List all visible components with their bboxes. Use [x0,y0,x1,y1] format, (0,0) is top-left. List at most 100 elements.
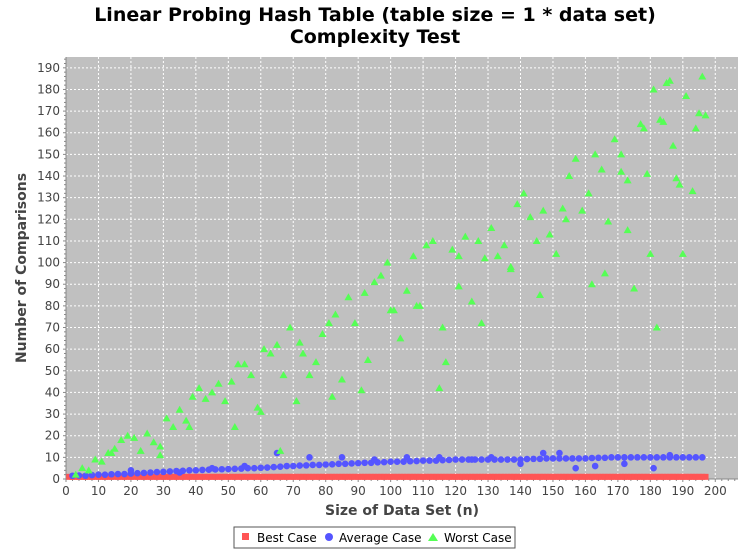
average-case-point [241,462,248,470]
average-case-point [582,455,589,462]
average-case-point [419,457,427,464]
worst-case-point [311,358,320,366]
best-case-point [342,473,349,480]
worst-case-point [571,154,580,162]
average-case-point [147,469,154,476]
best-case-point [403,473,410,480]
best-case-point [140,473,147,480]
average-case-point [575,455,583,462]
best-case-point [345,473,352,480]
best-case-point [251,473,258,480]
best-case-point [235,473,242,480]
average-case-point [666,451,674,459]
best-case-point [244,473,251,480]
worst-case-point [221,397,230,405]
best-case-point [410,473,417,480]
worst-case-point [428,236,437,244]
worst-case-point [156,451,165,459]
best-case-point [238,473,245,480]
best-case-point [329,473,336,480]
average-case-point [283,462,291,470]
best-case-point [442,473,449,480]
worst-case-point [630,284,639,292]
best-case-point [192,473,199,480]
best-case-point [572,473,579,480]
best-case-point [683,473,690,480]
best-case-point [455,473,462,480]
worst-case-point [675,180,684,188]
x-tick-label: 40 [188,484,203,498]
best-case-point [407,473,414,480]
best-case-point [134,473,141,480]
average-case-point [114,470,122,478]
x-axis-label: Size of Data Set (n) [325,503,479,519]
best-case-point [400,473,407,480]
best-case-point [679,473,686,480]
worst-case-point [695,109,704,117]
y-tick-label: 40 [45,385,60,399]
best-case-point [131,473,138,480]
worst-case-point [610,135,619,143]
best-case-point [267,473,274,480]
best-case-point [202,473,209,480]
best-case-point [124,473,131,480]
worst-case-point [487,223,496,231]
best-case-point [306,473,313,480]
best-case-point [611,473,618,480]
best-case-point [312,473,319,480]
average-case-point [523,455,531,463]
y-tick-label: 190 [37,61,60,75]
best-case-point [501,473,508,480]
worst-case-point [587,280,596,288]
worst-case-point [266,349,275,357]
average-case-point [176,469,183,476]
average-case-point [270,463,278,471]
average-case-point [225,465,232,473]
best-case-point [144,473,151,480]
best-case-point [485,473,492,480]
worst-case-point [234,360,243,368]
best-case-point [433,473,440,480]
best-case-point [228,473,235,480]
x-tick-label: 190 [671,484,694,498]
worst-case-point [318,330,327,338]
worst-case-point [97,457,106,465]
worst-case-point [552,249,561,257]
best-case-point [153,473,160,480]
best-case-point [225,473,232,480]
best-case-point [222,473,229,480]
best-case-point [507,473,514,480]
x-tick-label: 70 [286,484,301,498]
best-case-point [653,473,660,480]
worst-case-point [669,141,678,149]
best-case-point [157,473,164,480]
average-case-point [371,456,378,463]
best-case-point [696,473,703,480]
worst-case-point [344,293,353,301]
y-tick-label: 10 [45,450,60,464]
worst-case-point [461,232,470,240]
best-case-point [332,473,339,480]
average-case-point [468,456,476,463]
x-tick-label: 120 [444,484,467,498]
average-case-point [608,454,615,461]
best-case-point [416,473,423,480]
best-case-point [498,473,505,480]
worst-case-point [214,379,223,387]
average-case-point [673,454,680,461]
x-tick-label: 10 [91,484,106,498]
worst-case-point [91,455,100,463]
average-case-point [153,468,161,476]
best-case-point [364,473,371,480]
best-case-point [686,473,693,480]
worst-case-point [454,282,463,290]
best-case-point [179,473,186,480]
average-case-point [595,454,602,462]
worst-case-point [370,278,379,286]
best-case-point [163,473,170,480]
average-case-point [289,462,297,470]
worst-case-point [519,189,528,197]
grid [65,57,738,480]
worst-case-point [454,252,463,260]
best-case-point [420,473,427,480]
